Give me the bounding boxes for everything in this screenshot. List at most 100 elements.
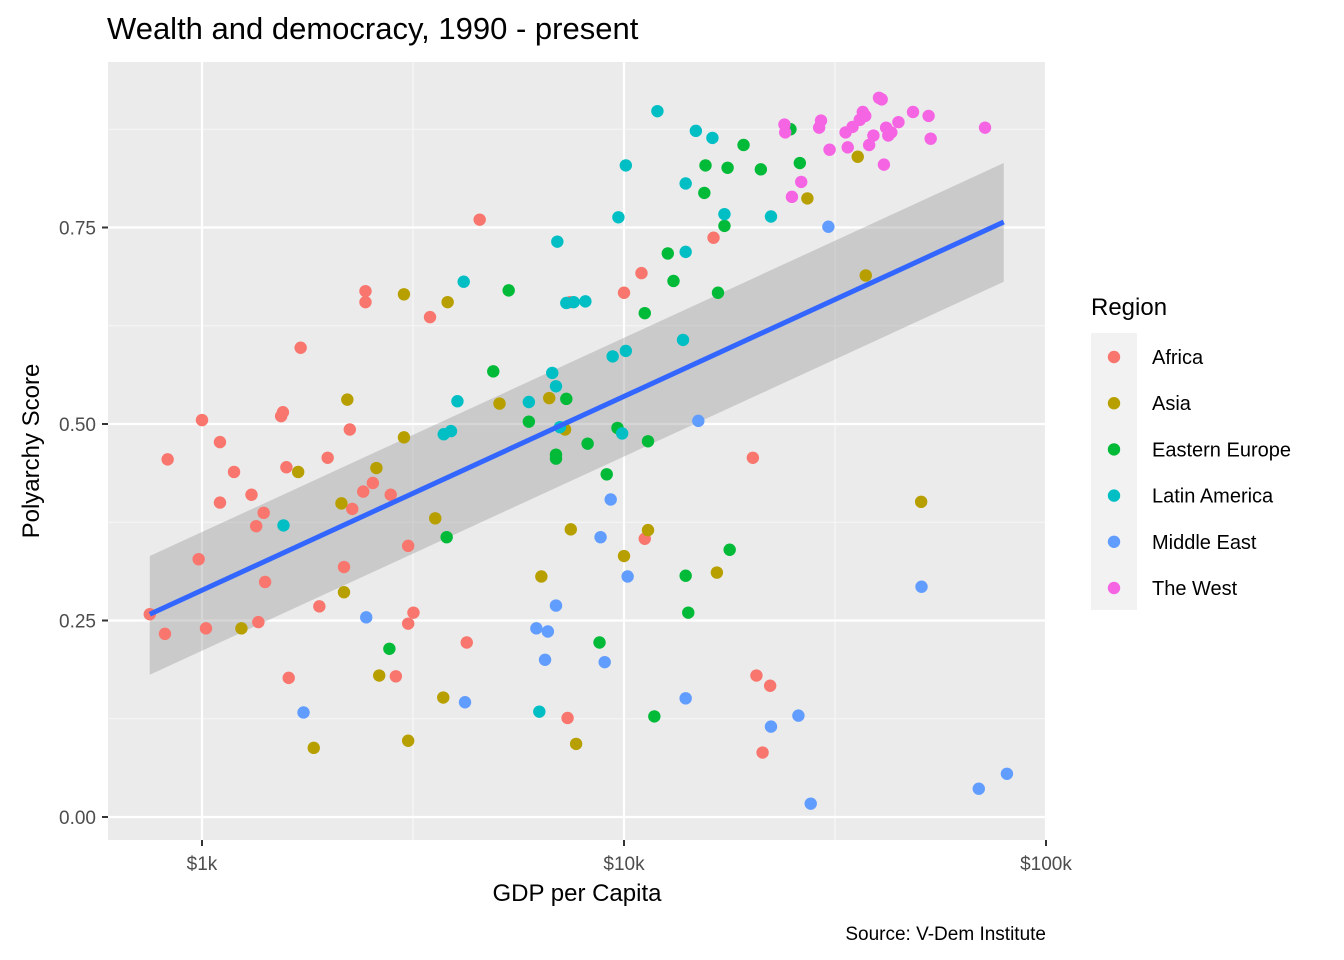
data-point	[294, 341, 307, 354]
data-point	[706, 131, 719, 145]
data-point	[522, 395, 536, 409]
data-point	[227, 465, 241, 479]
data-point	[158, 627, 172, 641]
data-point	[192, 552, 205, 566]
data-point	[458, 696, 472, 709]
data-point	[698, 186, 711, 200]
legend-key-background	[1091, 333, 1137, 610]
legend-key-dot	[1107, 350, 1121, 364]
legend-key-dot	[1107, 443, 1121, 456]
data-point	[444, 424, 458, 438]
data-point	[617, 549, 631, 563]
data-point	[859, 269, 872, 282]
legend-item: Africa	[1107, 347, 1204, 369]
data-point	[337, 560, 351, 574]
data-point	[561, 711, 574, 725]
minor-gridlines	[108, 62, 1046, 840]
x-axis-title: GDP per Capita	[493, 880, 663, 907]
data-point	[401, 617, 415, 630]
data-point	[346, 502, 359, 516]
data-point	[638, 306, 651, 320]
series-eastern-europe	[383, 123, 807, 723]
data-point	[823, 143, 836, 156]
data-point	[763, 679, 777, 692]
data-point	[397, 431, 411, 444]
data-point	[543, 391, 556, 405]
series-middle-east	[297, 220, 1014, 810]
data-point	[699, 159, 712, 172]
data-point	[801, 192, 814, 205]
chart-title: Wealth and democracy, 1990 - present	[107, 11, 639, 46]
y-tick-label: 0.75	[59, 219, 96, 240]
data-point	[357, 485, 370, 498]
x-tick-label: $10k	[603, 854, 645, 875]
data-point	[383, 642, 396, 655]
data-point	[423, 310, 437, 324]
data-point	[721, 161, 734, 174]
data-point	[764, 720, 778, 733]
data-point	[619, 159, 633, 172]
data-point	[549, 599, 563, 612]
data-point	[764, 210, 778, 223]
data-point	[978, 121, 992, 134]
data-point	[885, 126, 898, 139]
data-point	[679, 177, 692, 190]
data-point	[567, 295, 580, 309]
data-point	[689, 124, 703, 138]
data-point	[541, 625, 555, 638]
data-point	[867, 129, 880, 142]
plot-panel	[108, 62, 1046, 840]
source-caption: Source: V-Dem Institute	[845, 924, 1046, 945]
data-point	[359, 295, 372, 309]
data-point	[972, 782, 985, 795]
data-point	[621, 570, 634, 583]
data-point	[460, 636, 473, 649]
data-point	[600, 468, 613, 481]
data-point	[619, 344, 633, 358]
data-point	[235, 622, 248, 635]
legend-item: The West	[1107, 578, 1238, 600]
legend-key-dot	[1107, 397, 1121, 410]
data-point	[707, 231, 720, 244]
data-point	[915, 580, 928, 593]
data-point	[538, 653, 552, 666]
data-point	[756, 746, 769, 759]
data-point	[682, 606, 695, 619]
series-africa	[143, 213, 777, 759]
fit-line-group	[148, 219, 1005, 617]
legend-label: Eastern Europe	[1152, 439, 1291, 461]
data-point	[841, 141, 854, 154]
data-point	[661, 247, 675, 260]
data-point	[429, 512, 442, 525]
data-point	[822, 220, 835, 233]
data-point	[502, 284, 515, 297]
data-point	[401, 734, 415, 747]
data-point	[723, 543, 736, 556]
data-point	[892, 115, 905, 129]
data-point	[373, 669, 386, 682]
data-point	[161, 453, 174, 466]
data-point	[617, 286, 631, 299]
data-point	[549, 380, 563, 393]
data-point	[337, 586, 351, 599]
data-point	[862, 138, 876, 152]
data-point	[389, 670, 403, 683]
data-point	[737, 138, 750, 152]
data-point	[195, 413, 209, 427]
data-point	[581, 437, 594, 450]
data-point	[335, 497, 348, 510]
data-point	[297, 706, 310, 719]
data-point	[594, 530, 607, 544]
data-point	[1000, 767, 1014, 780]
data-point	[282, 671, 295, 685]
data-point	[877, 158, 891, 171]
data-point	[924, 132, 937, 145]
series-the-west	[778, 91, 992, 204]
data-point	[922, 109, 935, 123]
data-point	[718, 207, 731, 221]
data-point	[213, 435, 227, 449]
data-point	[245, 488, 258, 501]
data-point	[792, 709, 805, 722]
data-point	[679, 245, 692, 259]
